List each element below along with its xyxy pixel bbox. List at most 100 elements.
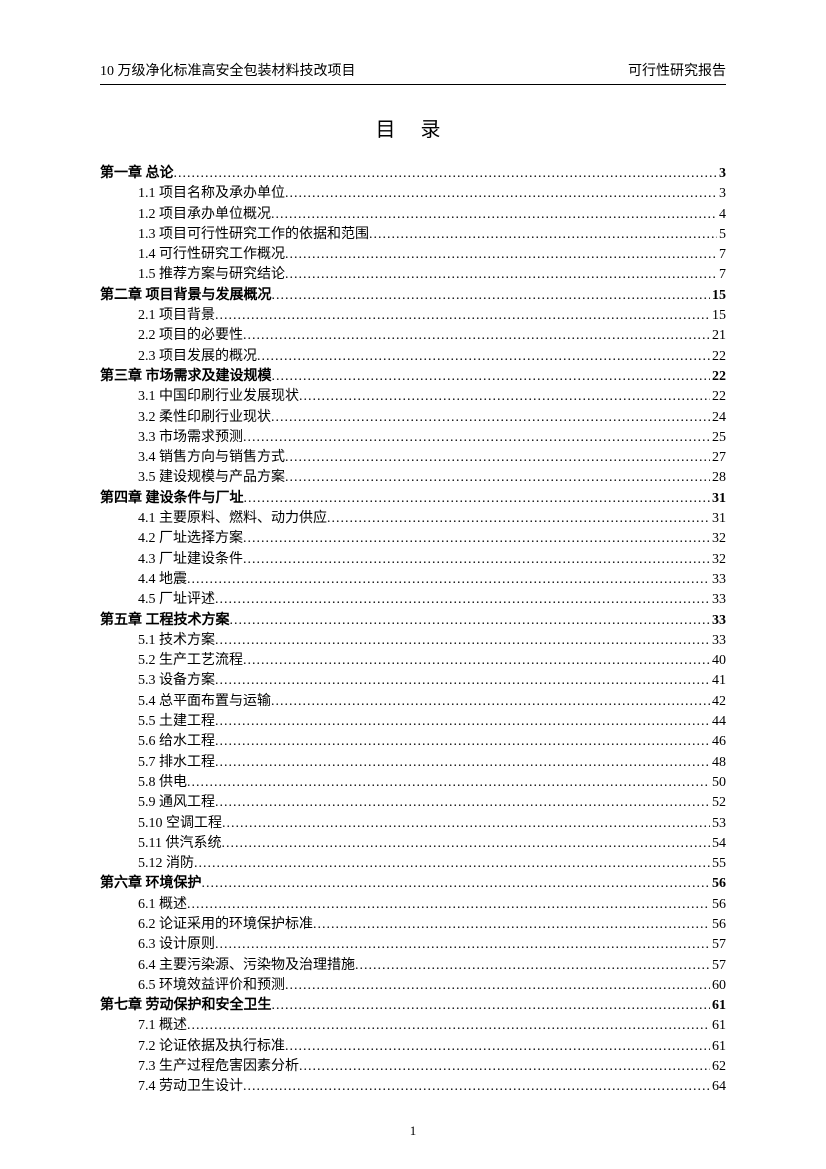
toc-label: 5.9 通风工程 (100, 793, 215, 813)
toc-entry: 6.3 设计原则57 (100, 935, 726, 955)
toc-entry: 1.4 可行性研究工作概况7 (100, 245, 726, 265)
toc-entry: 5.8 供电 50 (100, 773, 726, 793)
toc-label: 3.1 中国印刷行业发展现状 (100, 387, 299, 407)
toc-label: 第七章 劳动保护和安全卫生 (100, 996, 272, 1016)
toc-leader (174, 164, 718, 184)
page-title: 目 录 (100, 113, 726, 142)
toc-page: 3 (717, 164, 726, 184)
toc-label: 4.1 主要原料、燃料、动力供应 (100, 509, 327, 529)
toc-entry: 5.10 空调工程53 (100, 814, 726, 834)
toc-entry: 4.2 厂址选择方案32 (100, 529, 726, 549)
toc-entry: 4.1 主要原料、燃料、动力供应31 (100, 509, 726, 529)
toc-page: 50 (710, 773, 726, 793)
toc-leader (272, 996, 711, 1016)
toc-label: 7.3 生产过程危害因素分析 (100, 1057, 299, 1077)
toc-label: 1.5 推荐方案与研究结论 (100, 265, 285, 285)
toc-label: 5.7 排水工程 (100, 753, 215, 773)
toc-chapter: 第一章 总论3 (100, 164, 726, 184)
toc-page: 52 (710, 793, 726, 813)
toc-label: 4.3 厂址建设条件 (100, 550, 243, 570)
toc-page: 7 (717, 245, 726, 265)
toc-page: 62 (710, 1057, 726, 1077)
toc-leader (187, 895, 710, 915)
toc-label: 5.8 供电 (100, 773, 187, 793)
toc-page: 33 (710, 631, 726, 651)
toc-page: 22 (710, 387, 726, 407)
toc-leader (215, 732, 710, 752)
toc-leader (272, 286, 711, 306)
toc-label: 1.2 项目承办单位概况 (100, 205, 271, 225)
toc-leader (215, 793, 710, 813)
toc-entry: 6.5 环境效益评价和预测60 (100, 976, 726, 996)
toc-label: 第二章 项目背景与发展概况 (100, 286, 272, 306)
toc-chapter: 第二章 项目背景与发展概况15 (100, 286, 726, 306)
toc-entry: 1.5 推荐方案与研究结论7 (100, 265, 726, 285)
toc-page: 15 (710, 306, 726, 326)
toc-leader (285, 245, 717, 265)
header-left: 10 万级净化标准高安全包装材料技改项目 (100, 60, 356, 80)
toc-page: 55 (710, 854, 726, 874)
toc-label: 4.2 厂址选择方案 (100, 529, 243, 549)
toc-page: 57 (710, 935, 726, 955)
toc-entry: 5.3 设备方案41 (100, 671, 726, 691)
toc-label: 5.11 供汽系统 (100, 834, 221, 854)
toc-page: 64 (710, 1077, 726, 1097)
toc-leader (243, 550, 710, 570)
toc-label: 1.3 项目可行性研究工作的依据和范围 (100, 225, 369, 245)
toc-leader (243, 529, 710, 549)
page: 10 万级净化标准高安全包装材料技改项目 可行性研究报告 目 录 第一章 总论3… (0, 0, 826, 1169)
toc-label: 第五章 工程技术方案 (100, 611, 230, 631)
toc-entry: 5.4 总平面布置与运输42 (100, 692, 726, 712)
toc-leader (272, 367, 711, 387)
toc-page: 33 (710, 611, 726, 631)
toc-entry: 1.3 项目可行性研究工作的依据和范围 5 (100, 225, 726, 245)
toc-page: 44 (710, 712, 726, 732)
toc-leader (313, 915, 710, 935)
toc-page: 57 (710, 956, 726, 976)
toc-entry: 5.12 消防 55 (100, 854, 726, 874)
toc-entry: 7.4 劳动卫生设计64 (100, 1077, 726, 1097)
toc-page: 54 (710, 834, 726, 854)
toc-entry: 6.1 概述56 (100, 895, 726, 915)
toc-label: 5.6 给水工程 (100, 732, 215, 752)
toc-entry: 5.6 给水工程 46 (100, 732, 726, 752)
toc-page: 61 (710, 1016, 726, 1036)
page-number: 1 (0, 1123, 826, 1139)
toc-leader (187, 1016, 710, 1036)
toc-entry: 5.11 供汽系统 54 (100, 834, 726, 854)
toc-label: 2.3 项目发展的概况 (100, 347, 257, 367)
toc-label: 6.2 论证采用的环境保护标准 (100, 915, 313, 935)
toc-page: 46 (710, 732, 726, 752)
toc-leader (369, 225, 717, 245)
toc-chapter: 第五章 工程技术方案 33 (100, 611, 726, 631)
toc-leader (221, 834, 710, 854)
toc-page: 5 (717, 225, 726, 245)
toc-leader (243, 326, 710, 346)
toc-page: 48 (710, 753, 726, 773)
toc-leader (243, 651, 710, 671)
toc-page: 3 (717, 184, 726, 204)
toc-leader (285, 976, 710, 996)
toc-label: 1.1 项目名称及承办单位 (100, 184, 285, 204)
toc-entry: 4.4 地震33 (100, 570, 726, 590)
toc-chapter: 第七章 劳动保护和安全卫生61 (100, 996, 726, 1016)
toc-entry: 5.1 技术方案33 (100, 631, 726, 651)
toc-label: 5.12 消防 (100, 854, 194, 874)
toc-label: 2.2 项目的必要性 (100, 326, 243, 346)
toc-leader (285, 1037, 710, 1057)
toc-page: 60 (710, 976, 726, 996)
toc-page: 28 (710, 468, 726, 488)
toc-entry: 7.1 概述61 (100, 1016, 726, 1036)
toc-page: 56 (710, 915, 726, 935)
toc-page: 61 (710, 1037, 726, 1057)
toc-page: 27 (710, 448, 726, 468)
toc-leader (355, 956, 710, 976)
toc-label: 5.10 空调工程 (100, 814, 222, 834)
toc-leader (215, 671, 710, 691)
toc-leader (327, 509, 710, 529)
toc-label: 5.5 土建工程 (100, 712, 215, 732)
toc-entry: 6.2 论证采用的环境保护标准 56 (100, 915, 726, 935)
toc-page: 56 (710, 874, 726, 894)
toc-page: 33 (710, 590, 726, 610)
toc-entry: 7.2 论证依据及执行标准61 (100, 1037, 726, 1057)
